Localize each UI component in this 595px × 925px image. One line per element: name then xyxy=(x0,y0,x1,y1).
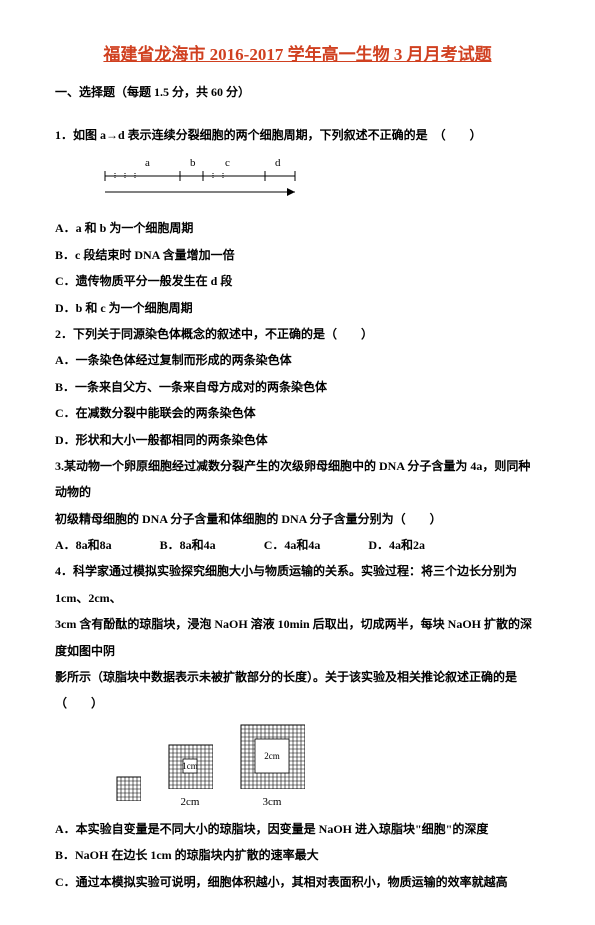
q4-stem-1: 4．科学家通过模拟实验探究细胞大小与物质运输的关系。实验过程：将三个边长分别为 … xyxy=(55,558,540,611)
q1-opt-d: D．b 和 c 为一个细胞周期 xyxy=(55,295,540,321)
q1-opt-b: B．c 段结束时 DNA 含量增加一倍 xyxy=(55,242,540,268)
svg-text:1cm: 1cm xyxy=(182,761,198,771)
q1-stem: 1．如图 a→d 表示连续分裂细胞的两个细胞周期，下列叙述不正确的是 （ ） xyxy=(55,122,540,148)
q4-opt-a: A．本实验自变量是不同大小的琼脂块，因变量是 NaOH 进入琼脂块"细胞"的深度 xyxy=(55,816,540,842)
q3-opt-d: D．4a和2a xyxy=(368,532,425,558)
section-heading: 一、选择题（每题 1.5 分，共 60 分） xyxy=(55,83,540,100)
cube-3-label: 3cm xyxy=(239,796,305,808)
arrow-head xyxy=(287,188,295,196)
q4-opt-c: C．通过本模拟实验可说明，细胞体积越小，其相对表面积小，物质运输的效率就越高 xyxy=(55,869,540,895)
q3-opt-a: A．8a和8a xyxy=(55,532,112,558)
page-title: 福建省龙海市 2016-2017 学年高一生物 3 月月考试题 xyxy=(55,40,540,65)
q4-opt-b: B．NaOH 在边长 1cm 的琼脂块内扩散的速率最大 xyxy=(55,842,540,868)
q3-opt-c: C．4a和4a xyxy=(264,532,321,558)
q3-stem-1: 3.某动物一个卵原细胞经过减数分裂产生的次级卵母细胞中的 DNA 分子含量为 4… xyxy=(55,453,540,506)
q3-stem-2: 初级精母细胞的 DNA 分子含量和体细胞的 DNA 分子含量分别为（ ） xyxy=(55,506,540,532)
q2-opt-a: A．一条染色体经过复制而形成的两条染色体 xyxy=(55,347,540,373)
svg-text:2cm: 2cm xyxy=(264,751,280,761)
cube-2: 1cm 2cm xyxy=(167,743,213,808)
cube-3: 2cm 3cm xyxy=(239,723,305,808)
q4-stem-2: 3cm 含有酚酞的琼脂块，浸泡 NaOH 溶液 10min 后取出，切成两半，每… xyxy=(55,611,540,664)
q1-opt-a: A．a 和 b 为一个细胞周期 xyxy=(55,215,540,241)
q3-opt-b: B．8a和4a xyxy=(160,532,216,558)
label-d: d xyxy=(275,157,281,169)
timeline-diagram: a b c d xyxy=(95,156,540,207)
cube-1 xyxy=(115,775,141,808)
q4-stem-3: 影所示（琼脂块中数据表示未被扩散部分的长度）。关于该实验及相关推论叙述正确的是 … xyxy=(55,664,540,717)
q2-opt-d: D．形状和大小一般都相同的两条染色体 xyxy=(55,427,540,453)
q2-opt-c: C．在减数分裂中能联会的两条染色体 xyxy=(55,400,540,426)
cubes-diagram: 1cm 2cm 2cm 3cm xyxy=(115,723,540,808)
label-c: c xyxy=(225,157,230,169)
q1-opt-c: C．遗传物质平分一般发生在 d 段 xyxy=(55,268,540,294)
label-b: b xyxy=(190,157,196,169)
q3-options: A．8a和8a B．8a和4a C．4a和4a D．4a和2a xyxy=(55,532,540,558)
label-a: a xyxy=(145,157,150,169)
cube-2-label: 2cm xyxy=(167,796,213,808)
q2-stem: 2．下列关于同源染色体概念的叙述中，不正确的是（ ） xyxy=(55,321,540,347)
q2-opt-b: B．一条来自父方、一条来自母方成对的两条染色体 xyxy=(55,374,540,400)
